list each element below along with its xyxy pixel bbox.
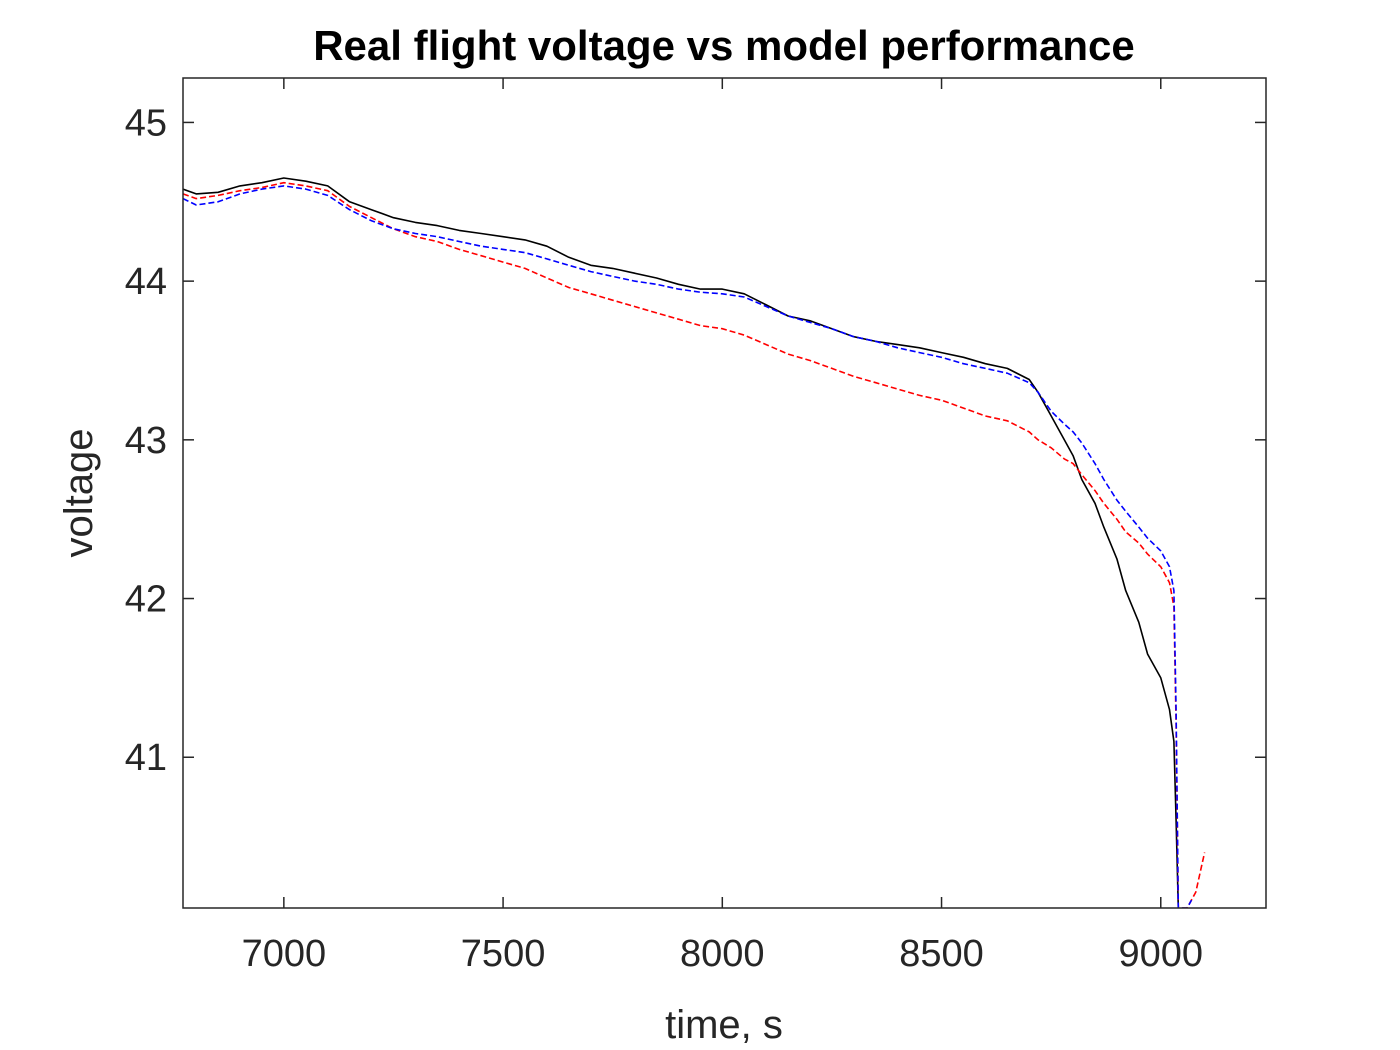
y-tick-label: 45	[125, 102, 167, 144]
y-tick-label: 44	[125, 261, 167, 303]
x-tick-label: 8000	[680, 933, 765, 975]
x-tick-label: 7000	[242, 933, 327, 975]
x-axis-label: time, s	[665, 1003, 783, 1047]
y-tick-label: 43	[125, 420, 167, 462]
y-tick-label: 41	[125, 737, 167, 779]
y-tick-label: 42	[125, 579, 167, 621]
series-layer	[183, 177, 1206, 908]
chart-title: Real flight voltage vs model performance	[313, 22, 1135, 69]
plot-area	[183, 78, 1266, 908]
axes-box	[182, 77, 1267, 909]
y-axis-label: voltage	[57, 429, 101, 558]
x-tick-label: 9000	[1118, 933, 1203, 975]
tick-layer: 7000 7500 8000 8500 9000 41 42 43 44 45	[125, 78, 1266, 975]
series-line-2	[183, 181, 1206, 908]
x-tick-label: 7500	[461, 933, 546, 975]
x-tick-label: 8500	[899, 933, 984, 975]
series-line-3	[183, 185, 1193, 908]
